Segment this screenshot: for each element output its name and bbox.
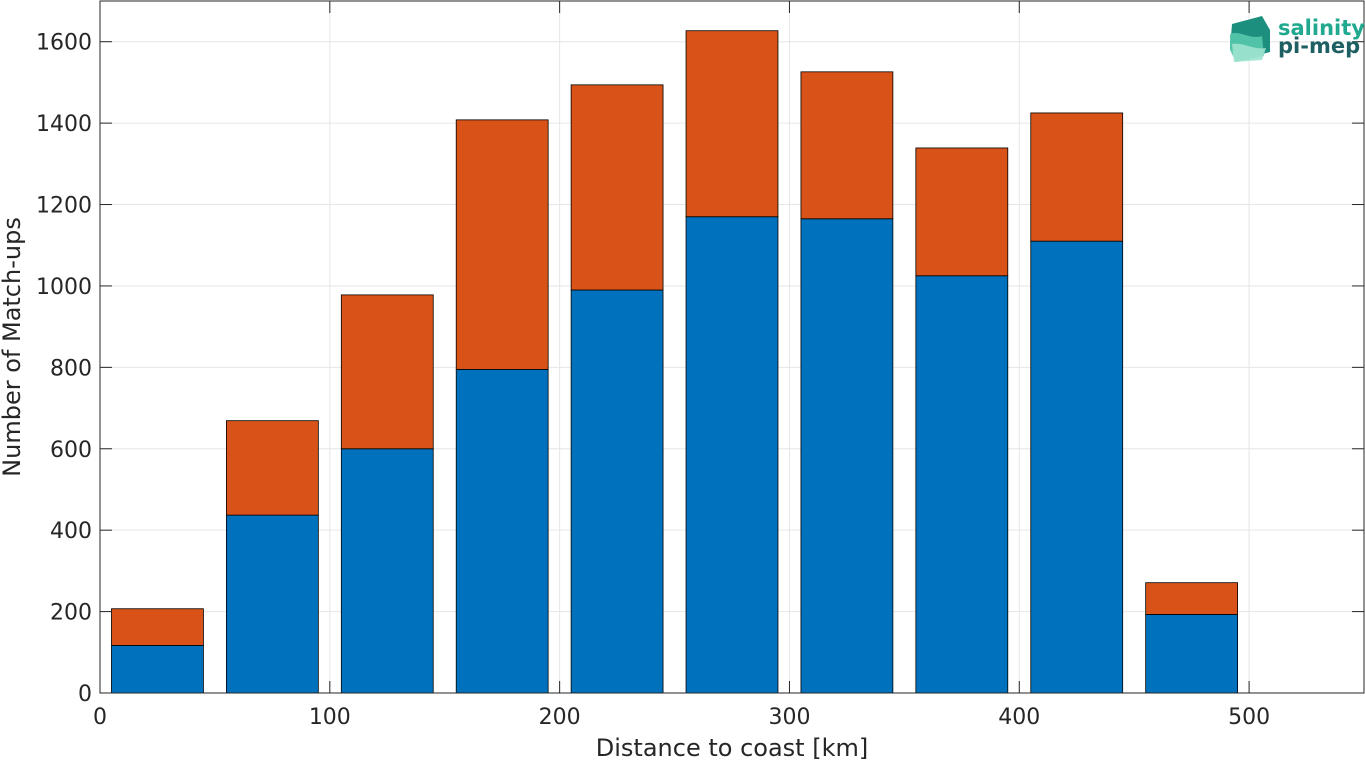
y-tick-label: 1400 — [36, 112, 92, 137]
bar-series-1 — [800, 218, 894, 694]
x-tick-label: 200 — [539, 705, 581, 730]
y-tick-label: 800 — [50, 356, 92, 381]
bar-series-2 — [111, 608, 204, 646]
tick-labels: 0 100 200 300 400 500 0 200 400 600 800 1000 1200 140… — [36, 31, 1270, 730]
x-axis-label: Distance to coast [km] — [596, 734, 868, 761]
y-tick-label: 0 — [78, 682, 92, 707]
bar-series-1 — [455, 368, 549, 694]
bars — [111, 30, 1238, 694]
bar-series-1 — [1145, 614, 1238, 694]
bar-series-2 — [570, 84, 664, 291]
bar-series-2 — [1145, 582, 1238, 615]
bar-series-2 — [915, 147, 1009, 277]
y-tick-label: 1000 — [36, 275, 92, 300]
bar-series-2 — [685, 30, 779, 218]
y-axis-label: Number of Match-ups — [0, 217, 26, 477]
y-tick-label: 400 — [50, 519, 92, 544]
y-tick-label: 200 — [50, 601, 92, 626]
axis-ticks — [99, 1, 1364, 694]
logo-line-2: pi-mep — [1278, 34, 1360, 58]
logo-wave-icon — [1230, 16, 1270, 62]
x-tick-label: 300 — [768, 705, 810, 730]
bar-series-2 — [1030, 112, 1124, 242]
bar-series-2 — [340, 294, 434, 450]
salinity-pi-mep-logo: salinity pi-mep — [1230, 16, 1365, 62]
x-tick-label: 0 — [93, 705, 107, 730]
bar-series-1 — [225, 514, 319, 694]
bar-series-1 — [685, 216, 779, 694]
x-tick-label: 400 — [998, 705, 1040, 730]
y-tick-label: 1200 — [36, 194, 92, 219]
x-tick-label: 100 — [309, 705, 351, 730]
logo-line-1: salinity — [1278, 16, 1365, 40]
bar-series-1 — [111, 644, 204, 694]
bar-series-1 — [570, 289, 664, 694]
bar-series-1 — [915, 275, 1009, 694]
bar-series-1 — [340, 448, 434, 694]
y-tick-label: 600 — [50, 438, 92, 463]
bar-series-2 — [800, 71, 894, 220]
x-tick-label: 500 — [1228, 705, 1270, 730]
bar-series-2 — [455, 119, 549, 370]
plot-area-frame — [99, 0, 1365, 694]
bar-series-1 — [1030, 240, 1124, 694]
y-tick-label: 1600 — [36, 31, 92, 56]
bar-series-2 — [225, 420, 319, 516]
